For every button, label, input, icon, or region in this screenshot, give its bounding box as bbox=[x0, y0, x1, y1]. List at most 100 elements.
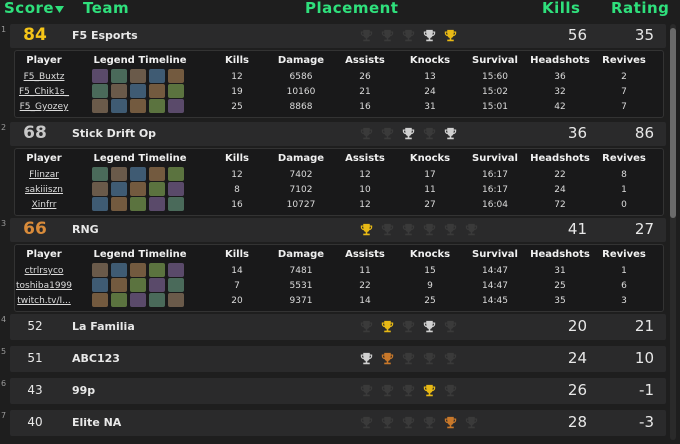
trophy bbox=[402, 320, 415, 333]
player-stat: 9 bbox=[427, 281, 433, 291]
team-kills: 36 bbox=[567, 124, 587, 142]
player-stat: 1 bbox=[621, 266, 627, 276]
rank: 7 bbox=[1, 411, 7, 420]
rank: 1 bbox=[1, 25, 7, 34]
legend-icon bbox=[149, 84, 165, 98]
player-stat: 7102 bbox=[289, 185, 313, 195]
trophy bbox=[360, 127, 373, 140]
team-row[interactable] bbox=[10, 314, 666, 340]
column-header: Headshots bbox=[530, 153, 590, 164]
trophy bbox=[402, 384, 415, 397]
player-name[interactable]: toshiba1999 bbox=[15, 281, 73, 291]
column-header: Revives bbox=[602, 249, 646, 260]
player-stat: 6 bbox=[621, 281, 627, 291]
legend-icon bbox=[92, 278, 108, 292]
column-header: Survival bbox=[472, 249, 518, 260]
player-name[interactable]: F5_Buxtz bbox=[23, 72, 65, 82]
player-name[interactable]: sakiiiszn bbox=[24, 185, 64, 195]
header-team: Team bbox=[83, 0, 130, 17]
legend-icon bbox=[92, 293, 108, 307]
player-stat: 5531 bbox=[289, 281, 313, 291]
player-stat: 14 bbox=[231, 266, 243, 276]
legend-icon bbox=[92, 197, 108, 211]
team-kills: 20 bbox=[567, 317, 587, 335]
legend-icon bbox=[149, 293, 165, 307]
trophy bbox=[423, 320, 436, 333]
player-stat: 8868 bbox=[289, 102, 313, 112]
column-header: Survival bbox=[472, 55, 518, 66]
trophy bbox=[381, 223, 394, 236]
player-stat: 7 bbox=[234, 281, 240, 291]
trophy bbox=[360, 320, 373, 333]
player-stat: 15:02 bbox=[482, 87, 508, 97]
legend-icon bbox=[168, 293, 184, 307]
player-name[interactable]: F5_Gyozey bbox=[19, 102, 69, 112]
column-header: Assists bbox=[345, 153, 385, 164]
trophy bbox=[423, 352, 436, 365]
team-score: 68 bbox=[23, 123, 47, 143]
player-stat: 42 bbox=[554, 102, 566, 112]
sort-arrow[interactable] bbox=[55, 5, 64, 13]
legend-icon bbox=[111, 84, 127, 98]
legend-icon bbox=[111, 69, 127, 83]
trophy bbox=[360, 352, 373, 365]
legend-icon bbox=[130, 197, 146, 211]
team-score: 66 bbox=[23, 219, 47, 239]
team-name: F5 Esports bbox=[72, 29, 138, 42]
player-stat: 16 bbox=[231, 200, 243, 210]
player-stat: 10727 bbox=[286, 200, 316, 210]
trophy bbox=[423, 127, 436, 140]
scrollbar-thumb[interactable] bbox=[670, 28, 676, 218]
player-stat: 15:60 bbox=[482, 72, 508, 82]
header-score[interactable]: Score bbox=[4, 0, 55, 17]
legend-icon bbox=[168, 263, 184, 277]
player-name[interactable]: F5_Chik1s_ bbox=[18, 87, 70, 97]
column-header: Knocks bbox=[409, 153, 451, 164]
team-score: 43 bbox=[27, 383, 43, 397]
column-header: Knocks bbox=[409, 249, 451, 260]
team-row[interactable] bbox=[10, 122, 666, 146]
trophy bbox=[381, 320, 394, 333]
player-stat: 7 bbox=[621, 87, 627, 97]
column-header: Assists bbox=[345, 249, 385, 260]
legend-icon bbox=[92, 69, 108, 83]
player-name[interactable]: twitch.tv/I... bbox=[17, 296, 71, 306]
team-row[interactable] bbox=[10, 378, 666, 404]
player-stat: 24 bbox=[554, 185, 566, 195]
legend-icon bbox=[92, 263, 108, 277]
player-stat: 7481 bbox=[289, 266, 313, 276]
legend-icon bbox=[111, 99, 127, 113]
team-row[interactable] bbox=[10, 410, 666, 436]
column-header: Headshots bbox=[530, 55, 590, 66]
player-stat: 14 bbox=[359, 296, 371, 306]
column-header: Kills bbox=[225, 55, 249, 66]
legend-icon bbox=[111, 293, 127, 307]
header-rating: Rating bbox=[611, 0, 670, 17]
trophy bbox=[360, 384, 373, 397]
legend-icon bbox=[149, 167, 165, 181]
column-header: Assists bbox=[345, 55, 385, 66]
team-name: 99p bbox=[72, 384, 96, 397]
player-name[interactable]: Flinzar bbox=[29, 170, 59, 180]
team-row[interactable] bbox=[10, 346, 666, 372]
team-score: 51 bbox=[27, 351, 43, 365]
player-stat: 25 bbox=[424, 296, 436, 306]
player-name[interactable]: ctrlrsyco bbox=[24, 266, 64, 276]
team-rating: 86 bbox=[634, 124, 654, 142]
team-row[interactable] bbox=[10, 24, 666, 48]
column-header: Damage bbox=[277, 153, 325, 164]
column-header: Player bbox=[26, 55, 62, 66]
legend-icon bbox=[111, 182, 127, 196]
legend-icon bbox=[149, 197, 165, 211]
player-stat: 7402 bbox=[289, 170, 313, 180]
scrollbar[interactable] bbox=[670, 24, 676, 440]
legend-icon bbox=[111, 197, 127, 211]
player-name[interactable]: Xinfrr bbox=[31, 200, 57, 210]
legend-icon bbox=[111, 278, 127, 292]
legend-icon bbox=[149, 69, 165, 83]
team-row[interactable] bbox=[10, 218, 666, 242]
legend-icon bbox=[130, 263, 146, 277]
player-stat: 36 bbox=[554, 72, 566, 82]
legend-icon bbox=[149, 182, 165, 196]
